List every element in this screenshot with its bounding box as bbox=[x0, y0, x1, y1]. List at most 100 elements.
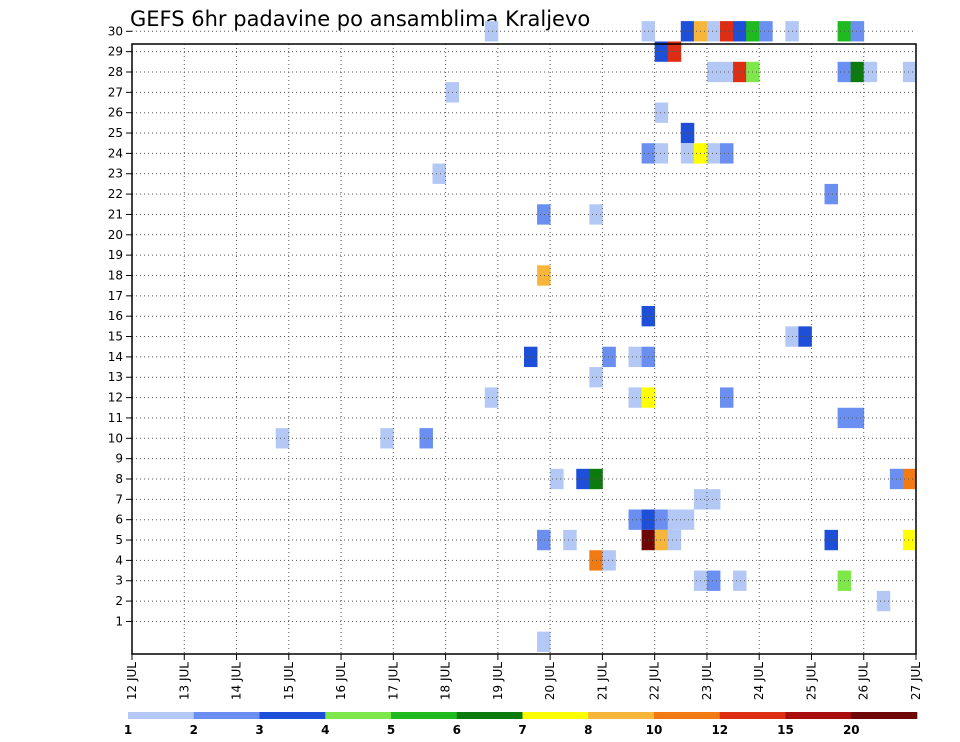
legend-swatch bbox=[456, 712, 523, 719]
x-tick-label: 20 JUL bbox=[543, 662, 557, 700]
x-tick-label: 15 JUL bbox=[282, 662, 296, 700]
precip-cell bbox=[798, 326, 812, 347]
chart-title: GEFS 6hr padavine po ansamblima Kraljevo bbox=[130, 7, 590, 31]
precip-cell bbox=[654, 529, 669, 551]
legend-label: 2 bbox=[190, 723, 198, 737]
x-tick-label: 18 JUL bbox=[439, 662, 453, 700]
x-tick-label: 27 JUL bbox=[909, 662, 923, 700]
x-tick-label: 13 JUL bbox=[177, 662, 191, 700]
precip-cell bbox=[537, 204, 551, 225]
legend-swatch bbox=[128, 712, 195, 719]
precip-cell bbox=[680, 143, 695, 164]
legend-label: 7 bbox=[518, 723, 526, 737]
precip-cell bbox=[537, 529, 551, 551]
precip-cell bbox=[824, 529, 838, 551]
y-tick-label: 22 bbox=[108, 187, 123, 201]
y-tick-label: 17 bbox=[108, 289, 123, 303]
legend-swatch bbox=[654, 712, 721, 719]
y-tick-label: 1 bbox=[115, 614, 123, 628]
precip-cell bbox=[602, 346, 616, 368]
legend-label: 4 bbox=[321, 723, 329, 737]
legend-swatch bbox=[719, 712, 786, 719]
precip-cell bbox=[484, 21, 499, 42]
legend-swatch bbox=[325, 712, 392, 719]
x-tick-label: 19 JUL bbox=[491, 662, 505, 700]
precip-cell bbox=[654, 41, 669, 62]
precip-cell bbox=[628, 346, 642, 368]
legend-label: 10 bbox=[646, 723, 663, 737]
y-tick-label: 5 bbox=[115, 533, 123, 547]
y-tick-label: 10 bbox=[108, 431, 123, 445]
y-tick-label: 7 bbox=[115, 492, 123, 506]
precip-cell bbox=[537, 265, 551, 286]
precip-cell bbox=[720, 387, 734, 408]
y-tick-label: 16 bbox=[108, 309, 123, 323]
x-tick-label: 17 JUL bbox=[386, 662, 400, 700]
precip-cell bbox=[667, 41, 682, 62]
legend-label: 8 bbox=[584, 723, 592, 737]
precip-cell bbox=[706, 61, 721, 83]
precip-cell bbox=[850, 21, 865, 42]
y-tick-label: 4 bbox=[115, 553, 123, 567]
precip-cell bbox=[628, 387, 642, 408]
x-tick-label: 12 JUL bbox=[125, 662, 139, 700]
y-tick-label: 15 bbox=[108, 330, 123, 344]
precip-cell bbox=[850, 407, 865, 429]
x-tick-label: 21 JUL bbox=[595, 662, 609, 700]
precip-cell bbox=[432, 163, 446, 184]
legend-swatch bbox=[851, 712, 918, 719]
precip-cell bbox=[380, 428, 394, 449]
y-tick-label: 21 bbox=[108, 207, 123, 221]
legend-label: 20 bbox=[843, 723, 860, 737]
precip-cell bbox=[680, 122, 695, 144]
y-tick-label: 3 bbox=[115, 574, 123, 588]
precip-cell bbox=[706, 143, 721, 164]
precip-cell bbox=[902, 468, 917, 490]
precip-cell bbox=[902, 529, 917, 551]
precip-cell bbox=[524, 346, 538, 368]
y-tick-label: 2 bbox=[115, 594, 123, 608]
y-tick-label: 20 bbox=[108, 228, 123, 242]
y-axis-ticks: 1234567891011121314151617181920212223242… bbox=[108, 24, 132, 628]
precip-cell bbox=[733, 61, 747, 83]
precip-cell bbox=[667, 509, 682, 530]
legend: 1 2 3 4 5 6 7 8 10 12 15 20 bbox=[124, 712, 918, 737]
y-tick-label: 25 bbox=[108, 126, 123, 140]
legend-label: 15 bbox=[777, 723, 794, 737]
precip-cell bbox=[706, 489, 721, 510]
precip-cell bbox=[537, 631, 551, 652]
precip-cell bbox=[654, 509, 669, 530]
precip-cell bbox=[680, 21, 695, 42]
precip-cell bbox=[759, 21, 773, 42]
precip-cell bbox=[654, 143, 669, 164]
precip-cell bbox=[706, 21, 721, 42]
y-tick-label: 23 bbox=[108, 167, 123, 181]
precip-cell bbox=[876, 590, 891, 612]
precip-cell bbox=[824, 183, 838, 205]
precip-cell bbox=[484, 387, 499, 408]
precip-cell bbox=[850, 61, 865, 83]
precip-cell bbox=[654, 102, 669, 123]
precip-cell bbox=[419, 428, 433, 449]
legend-label: 6 bbox=[453, 723, 461, 737]
x-tick-label: 14 JUL bbox=[230, 662, 244, 700]
precip-cell bbox=[720, 143, 734, 164]
legend-swatch bbox=[193, 712, 260, 719]
y-tick-label: 27 bbox=[108, 85, 123, 99]
precip-cell bbox=[863, 61, 878, 83]
legend-swatch bbox=[785, 712, 852, 719]
precip-cell bbox=[706, 570, 721, 591]
precip-cell bbox=[602, 550, 616, 571]
precip-cell bbox=[680, 509, 695, 530]
legend-label: 3 bbox=[255, 723, 263, 737]
y-tick-label: 29 bbox=[108, 45, 123, 59]
precip-cell bbox=[720, 61, 734, 83]
precip-cell bbox=[733, 21, 747, 42]
y-tick-label: 9 bbox=[115, 452, 123, 466]
y-tick-label: 30 bbox=[108, 24, 123, 38]
y-tick-label: 12 bbox=[108, 391, 123, 405]
plot-frame bbox=[131, 43, 917, 655]
x-axis-ticks: 12 JUL 13 JUL 14 JUL 15 JUL 16 JUL 17 JUL 18 J… bbox=[125, 654, 923, 700]
precip-cell bbox=[576, 468, 590, 490]
